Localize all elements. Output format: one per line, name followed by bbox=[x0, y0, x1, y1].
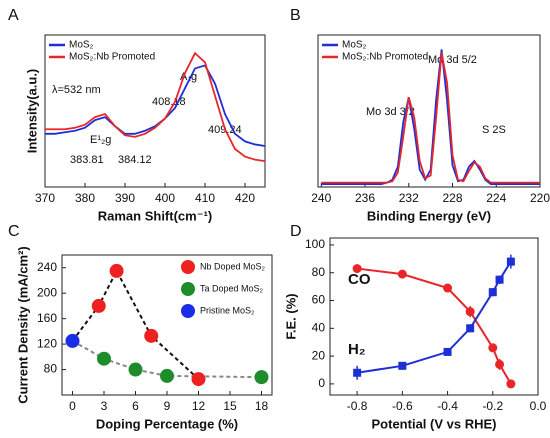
legend-label: Pristine MoS₂ bbox=[200, 305, 255, 315]
series-line bbox=[321, 49, 540, 186]
y-axis-title: F.E. (%) bbox=[283, 293, 298, 339]
marker bbox=[397, 269, 407, 279]
legend-label: MoS₂ bbox=[342, 40, 367, 51]
plot-frame bbox=[44, 34, 266, 188]
point bbox=[144, 328, 159, 343]
marker bbox=[506, 379, 516, 389]
series-line bbox=[45, 64, 266, 147]
x-tick-label: 0 bbox=[69, 399, 76, 413]
panel-letter: C bbox=[8, 223, 20, 240]
point bbox=[65, 333, 80, 348]
x-tick-label: 18 bbox=[255, 399, 269, 413]
series-line bbox=[357, 267, 512, 385]
marker bbox=[466, 324, 475, 333]
point bbox=[128, 362, 143, 377]
point bbox=[97, 351, 111, 366]
marker bbox=[506, 257, 515, 266]
y-tick-label: 20 bbox=[312, 348, 326, 362]
x-tick-label: 380 bbox=[75, 191, 95, 205]
x-tick-label: 6 bbox=[132, 399, 139, 413]
panel-letter: D bbox=[290, 223, 302, 240]
marker bbox=[398, 361, 407, 370]
legend-label: Ta Doped MoS₂ bbox=[200, 283, 264, 293]
series-line bbox=[356, 261, 512, 374]
x-tick-label: 224 bbox=[486, 191, 506, 205]
x-tick-label: 400 bbox=[155, 191, 175, 205]
series-label: CO bbox=[348, 271, 371, 288]
annotation: 383.81 bbox=[70, 154, 104, 166]
x-axis-title: Binding Energy (eV) bbox=[367, 208, 491, 223]
marker bbox=[488, 288, 497, 297]
panel-letter: B bbox=[290, 7, 301, 24]
x-tick-label: -0.4 bbox=[437, 399, 458, 413]
legend-label: MoS₂:Nb Promoted bbox=[342, 52, 428, 63]
marker bbox=[495, 359, 505, 369]
x-tick-label: 240 bbox=[311, 191, 331, 205]
y-tick-label: 60 bbox=[312, 293, 326, 307]
marker bbox=[443, 283, 453, 293]
legend-label: MoS₂ bbox=[69, 40, 94, 51]
x-tick-label: -0.8 bbox=[347, 399, 368, 413]
x-tick-label: 3 bbox=[101, 399, 108, 413]
point bbox=[191, 372, 206, 387]
annotation: Mo 3d 5/2 bbox=[428, 54, 477, 66]
annotation: 384.12 bbox=[118, 154, 152, 166]
x-tick-label: 220 bbox=[530, 191, 550, 205]
marker bbox=[465, 307, 475, 317]
legend-swatch bbox=[181, 304, 195, 318]
x-tick-label: -0.2 bbox=[482, 399, 503, 413]
dashed-line bbox=[71, 268, 200, 380]
legend-label: MoS₂:Nb Promoted bbox=[69, 52, 155, 63]
x-tick-label: 420 bbox=[235, 191, 255, 205]
x-tick-label: 228 bbox=[442, 191, 462, 205]
x-tick-label: 236 bbox=[355, 191, 375, 205]
marker bbox=[495, 275, 504, 284]
series-line bbox=[45, 51, 266, 163]
annotation: Mo 3d 3/2 bbox=[366, 106, 415, 118]
point bbox=[254, 370, 269, 385]
y-tick-label: 100 bbox=[305, 237, 325, 251]
y-axis-title: Intensity(a.u.) bbox=[24, 69, 39, 154]
x-tick-label: -0.6 bbox=[392, 399, 413, 413]
x-tick-label: 390 bbox=[115, 191, 135, 205]
marker bbox=[443, 347, 452, 356]
y-tick-label: 240 bbox=[37, 260, 57, 274]
plot-frame bbox=[329, 237, 539, 396]
y-axis-title: Current Density (mA/cm²) bbox=[15, 246, 30, 403]
series-label: H₂ bbox=[348, 341, 366, 358]
series-line bbox=[321, 52, 540, 184]
legend-swatch bbox=[181, 282, 195, 296]
x-axis-title: Raman Shift(cm⁻¹) bbox=[98, 208, 212, 223]
x-tick-label: 12 bbox=[192, 399, 206, 413]
annotation: λ=532 nm bbox=[52, 84, 101, 96]
marker bbox=[352, 264, 362, 274]
y-tick-label: 40 bbox=[312, 320, 326, 334]
x-tick-label: 370 bbox=[35, 191, 55, 205]
y-tick-label: 160 bbox=[37, 311, 57, 325]
plot-frame bbox=[317, 34, 541, 188]
y-tick-label: 200 bbox=[37, 285, 57, 299]
y-tick-label: 0 bbox=[318, 376, 325, 390]
x-axis-title: Doping Percentage (%) bbox=[96, 416, 238, 431]
point bbox=[160, 368, 174, 383]
y-tick-label: 80 bbox=[44, 362, 58, 376]
x-axis-title: Potential (V vs RHE) bbox=[372, 416, 497, 431]
annotation: S 2S bbox=[482, 124, 506, 136]
x-tick-label: 9 bbox=[164, 399, 171, 413]
marker bbox=[353, 368, 362, 377]
x-tick-label: 15 bbox=[223, 399, 237, 413]
marker bbox=[488, 343, 498, 353]
point bbox=[109, 263, 124, 278]
annotation: E¹₂g bbox=[90, 134, 111, 146]
x-tick-label: 0.0 bbox=[530, 399, 547, 413]
y-tick-label: 120 bbox=[37, 336, 57, 350]
legend-swatch bbox=[181, 260, 195, 274]
y-tick-label: 80 bbox=[312, 265, 326, 279]
x-tick-label: 232 bbox=[399, 191, 419, 205]
point bbox=[91, 298, 106, 313]
x-tick-label: 410 bbox=[195, 191, 215, 205]
panel-letter: A bbox=[8, 7, 19, 24]
legend-label: Nb Doped MoS₂ bbox=[200, 261, 266, 271]
